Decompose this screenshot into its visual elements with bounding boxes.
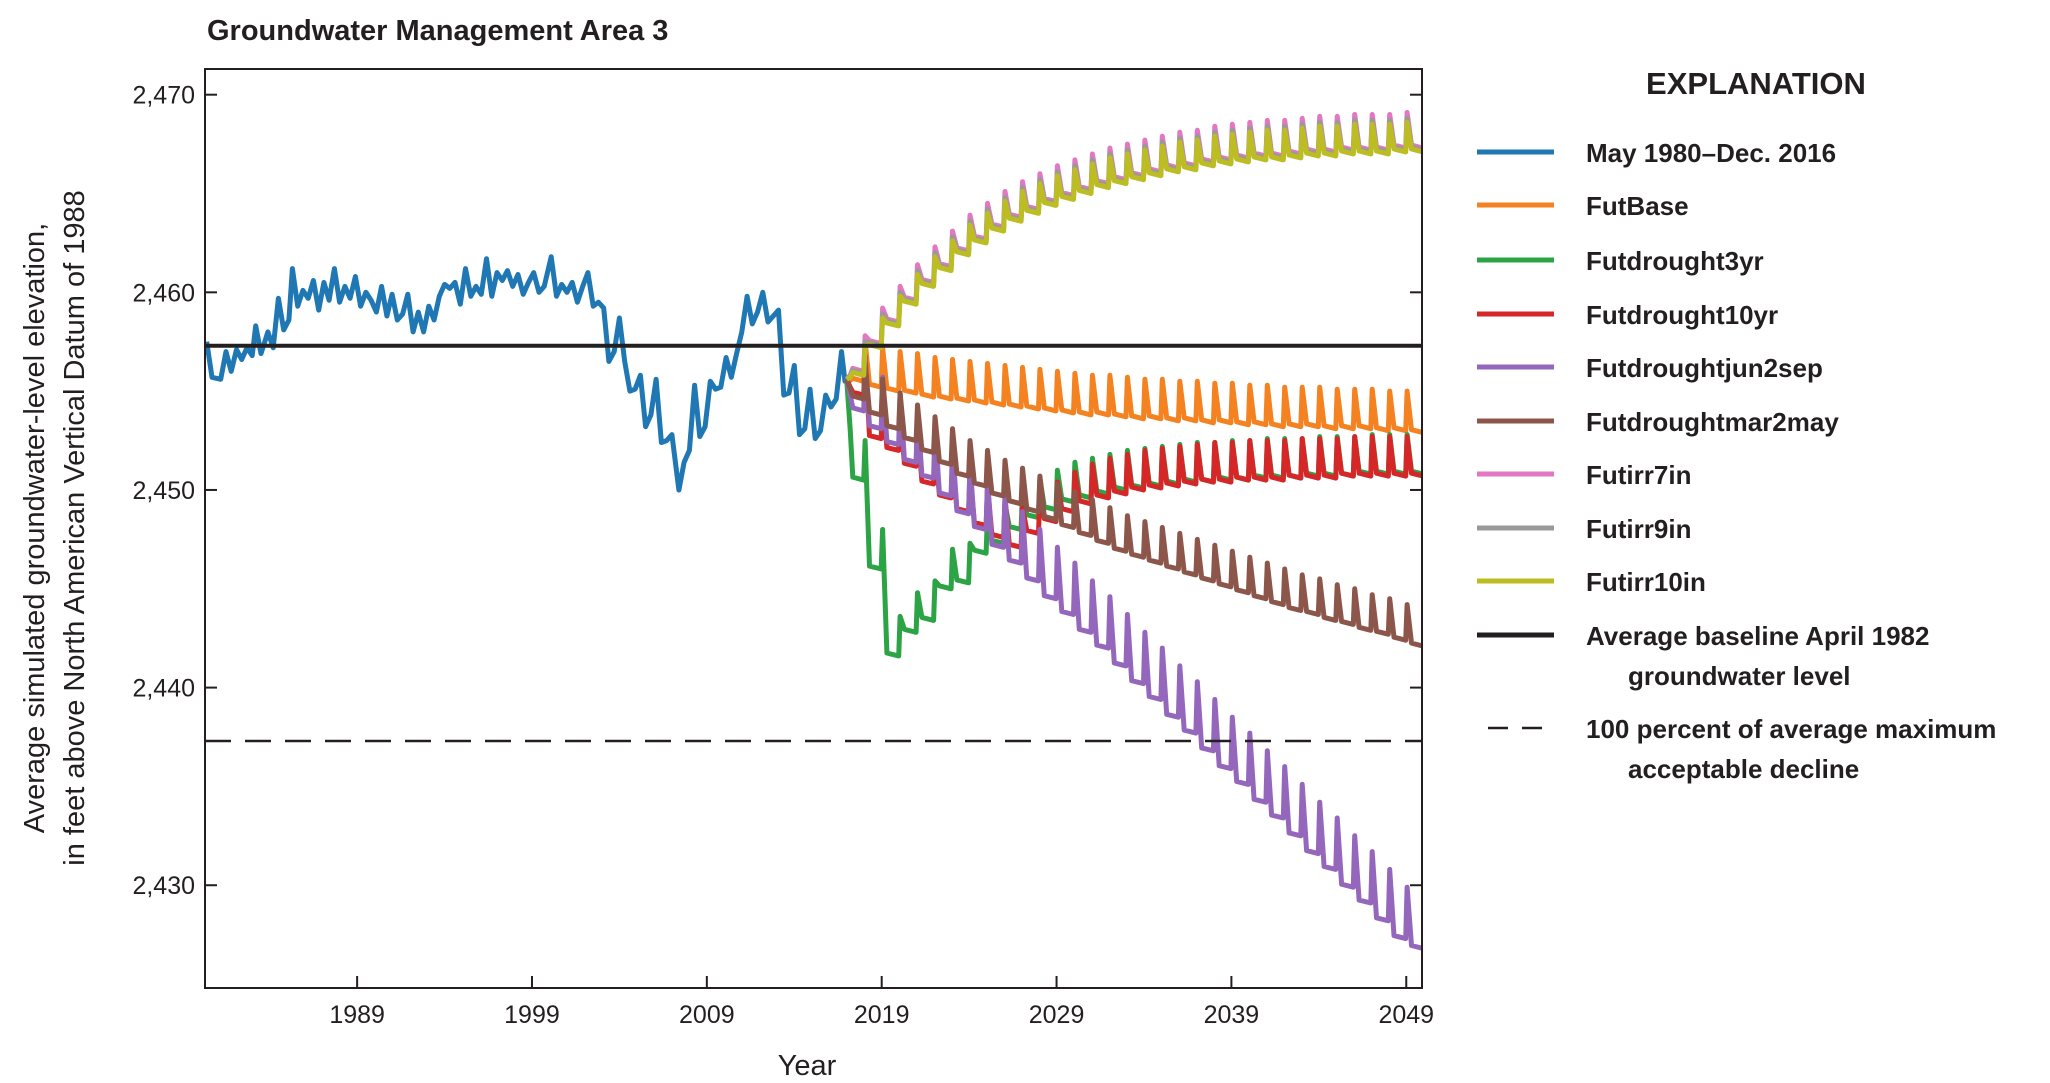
axis-ticks: 2,430 2,440 2,450 2,460 2,470 1989 1999 2009 201… (132, 82, 1434, 1029)
series-line-futdroughtmar2may (844, 361, 1421, 649)
legend-item: Futdrought10yr (1477, 300, 1778, 330)
legend-label: Futirr9in (1586, 514, 1691, 544)
y-tick-label: 2,430 (132, 872, 195, 900)
plot-frame (204, 68, 1423, 989)
y-axis-label-line-1: Average simulated groundwater-level elev… (19, 223, 51, 833)
y-tick-label: 2,450 (132, 477, 195, 505)
legend-item: Futirr9in (1477, 514, 1691, 544)
x-tick-label: 2039 (1204, 1001, 1260, 1029)
series-line-futbase (846, 339, 1421, 435)
legend-label: FutBase (1586, 191, 1689, 221)
x-tick-label: 1999 (504, 1001, 560, 1029)
legend-label: Futdroughtmar2may (1586, 407, 1839, 437)
x-tick-label: 2049 (1378, 1001, 1434, 1029)
series-line-futirr10in (845, 119, 1421, 382)
legend-title: EXPLANATION (1646, 66, 1866, 101)
y-axis-label: Average simulated groundwater-level elev… (19, 190, 91, 865)
legend-label: groundwater level (1628, 661, 1851, 691)
x-tick-label: 2029 (1029, 1001, 1085, 1029)
y-tick-label: 2,460 (132, 279, 195, 307)
legend-label: Futirr7in (1586, 460, 1691, 490)
y-axis-label-line-2: in feet above North American Vertical Da… (59, 190, 91, 865)
y-tick-label: 2,440 (132, 675, 195, 703)
legend-item: FutBase (1477, 191, 1689, 221)
legend-label: Average baseline April 1982 (1586, 621, 1929, 651)
x-tick-label: 2019 (854, 1001, 910, 1029)
x-tick-label: 2009 (679, 1001, 735, 1029)
legend-label: Futdrought10yr (1586, 300, 1778, 330)
legend-label: May 1980–Dec. 2016 (1586, 138, 1836, 168)
x-tick-label: 1989 (329, 1001, 385, 1029)
legend-item: Futirr7in (1477, 460, 1691, 490)
legend-label: Futdrought3yr (1586, 246, 1764, 276)
series-line-historical (206, 254, 849, 493)
legend-label: Futirr10in (1586, 567, 1706, 597)
legend-item: Futdrought3yr (1477, 246, 1764, 276)
legend-label: Futdroughtjun2sep (1586, 353, 1823, 383)
legend-item: Futdroughtjun2sep (1477, 353, 1823, 383)
x-axis-label: Year (778, 1050, 837, 1082)
y-tick-label: 2,470 (132, 82, 195, 110)
legend-label: 100 percent of average maximum (1586, 714, 1996, 744)
legend-item: 100 percent of average maximum acceptable… (1488, 714, 1996, 784)
legend-item: Futdroughtmar2may (1477, 407, 1839, 437)
legend-item: May 1980–Dec. 2016 (1477, 138, 1836, 168)
legend-item: Futirr10in (1477, 567, 1706, 597)
reference-lines (205, 343, 1422, 743)
legend-label: acceptable decline (1628, 754, 1859, 784)
series-layer (206, 110, 1421, 951)
legend-item: Average baseline April 1982 groundwater l… (1477, 621, 1929, 691)
chart-title: Groundwater Management Area 3 (207, 15, 668, 47)
legend: EXPLANATION May 1980–Dec. 2016 FutBase Fut… (1477, 66, 1996, 784)
